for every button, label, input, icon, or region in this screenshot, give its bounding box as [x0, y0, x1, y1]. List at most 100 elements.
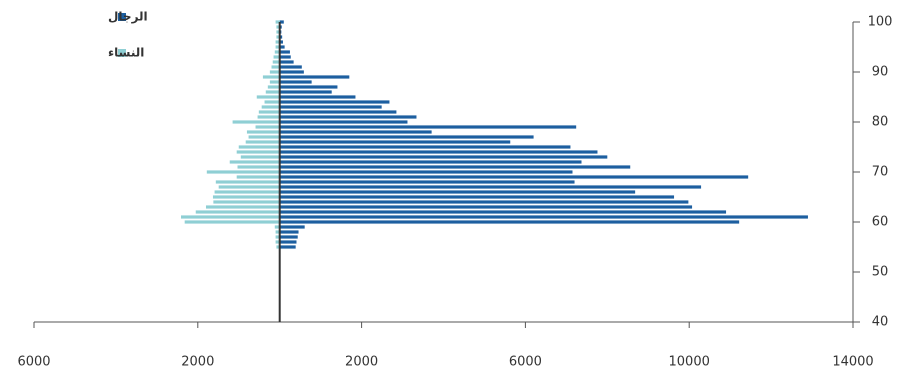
bar	[276, 25, 280, 29]
bar	[237, 165, 280, 169]
bar	[279, 235, 298, 239]
bar	[267, 85, 280, 89]
y-tick-label: 40	[872, 315, 889, 330]
bar	[279, 85, 338, 89]
bar	[218, 185, 280, 189]
bar	[279, 180, 575, 184]
bar	[213, 200, 280, 204]
bar	[279, 115, 417, 119]
bar	[265, 90, 280, 94]
bar	[279, 190, 636, 194]
bar	[279, 200, 689, 204]
bar	[279, 120, 408, 124]
legend-label: النساء	[108, 46, 144, 60]
bar	[279, 170, 573, 174]
x-tick-label: 6000	[509, 355, 542, 370]
bar	[246, 130, 280, 134]
bar	[279, 110, 397, 114]
bar	[245, 140, 280, 144]
bar	[269, 70, 280, 74]
bar	[272, 60, 280, 64]
bar	[236, 175, 280, 179]
bar	[279, 240, 297, 244]
y-tick-label: 100	[868, 15, 893, 30]
bar	[274, 225, 280, 229]
bar	[279, 20, 284, 24]
bar	[248, 135, 280, 139]
bar	[240, 155, 280, 159]
bar	[275, 230, 280, 234]
bar	[279, 65, 302, 69]
bar	[279, 35, 283, 39]
legend-swatch	[118, 49, 126, 57]
bar	[279, 210, 727, 214]
bar	[275, 45, 280, 49]
x-tick-label: 14000	[832, 355, 873, 370]
bar	[279, 185, 702, 189]
bar	[275, 20, 280, 24]
bar	[279, 50, 290, 54]
bar	[275, 40, 280, 44]
bar	[232, 120, 280, 124]
y-tick-label: 60	[872, 215, 889, 230]
y-tick-label: 70	[872, 165, 889, 180]
bar	[238, 145, 280, 149]
bar	[279, 175, 749, 179]
bar	[276, 35, 280, 39]
y-tick-label: 80	[872, 115, 889, 130]
bar	[279, 105, 382, 109]
bar	[181, 215, 280, 219]
bar	[261, 105, 280, 109]
bar	[279, 130, 432, 134]
bar	[279, 135, 534, 139]
bar	[279, 165, 631, 169]
bar	[279, 195, 675, 199]
bar	[276, 30, 280, 34]
bar	[214, 190, 280, 194]
bar	[279, 40, 283, 44]
bar	[279, 220, 740, 224]
x-tick-label: 6000	[17, 355, 50, 370]
y-tick-label: 90	[872, 65, 889, 80]
bar	[276, 245, 280, 249]
bar	[279, 205, 693, 209]
bar	[279, 60, 294, 64]
bar	[229, 160, 280, 164]
y-tick-label: 50	[872, 265, 889, 280]
x-tick-label: 2000	[181, 355, 214, 370]
bar	[264, 100, 280, 104]
bar	[279, 225, 305, 229]
legend-label: الرجال	[108, 10, 148, 24]
bar	[279, 75, 350, 79]
bar	[262, 75, 280, 79]
bar	[279, 230, 299, 234]
legend-swatch	[118, 13, 126, 21]
bar	[258, 110, 280, 114]
bar	[275, 240, 280, 244]
bar	[279, 90, 332, 94]
bar	[206, 170, 280, 174]
bar	[256, 95, 280, 99]
bar	[279, 145, 571, 149]
bar	[271, 65, 280, 69]
bar	[273, 55, 280, 59]
bar	[269, 80, 280, 84]
bar	[205, 205, 280, 209]
x-tick-label: 10000	[669, 355, 710, 370]
bar	[215, 180, 280, 184]
bar	[279, 140, 511, 144]
bar	[255, 125, 280, 129]
bar	[279, 150, 598, 154]
bar	[279, 70, 304, 74]
bar	[279, 80, 312, 84]
bar	[279, 55, 291, 59]
bar	[212, 195, 280, 199]
bar	[274, 50, 280, 54]
bar	[279, 215, 808, 219]
bar	[279, 155, 608, 159]
bar	[279, 100, 390, 104]
bar	[279, 45, 285, 49]
bar	[279, 25, 282, 29]
bar	[257, 115, 280, 119]
